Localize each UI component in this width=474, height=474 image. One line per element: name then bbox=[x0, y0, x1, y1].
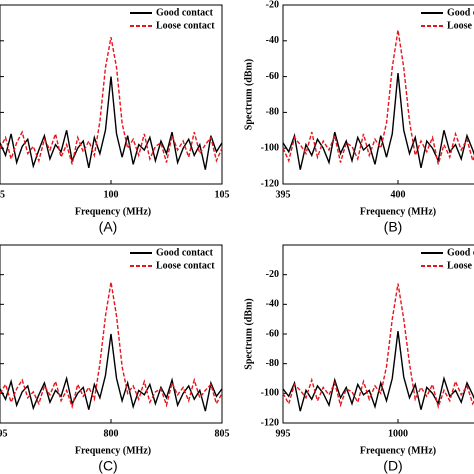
y-tick-label: -60 bbox=[266, 328, 279, 339]
legend-label: Loose contact bbox=[447, 260, 474, 271]
legend-label: Good contact bbox=[156, 247, 214, 258]
spectrum-line bbox=[282, 72, 474, 170]
x-axis-label: Frequency (MHz) bbox=[360, 445, 436, 456]
spectrum-line bbox=[0, 281, 223, 410]
x-axis-label: Frequency (MHz) bbox=[360, 206, 436, 217]
y-tick-label: -40 bbox=[266, 299, 279, 310]
legend-label: Good contact bbox=[447, 7, 474, 18]
legend-label: Good contact bbox=[156, 7, 214, 18]
y-axis-label: Spectrum (dBm) bbox=[243, 59, 254, 130]
legend-label: Loose contact bbox=[156, 20, 215, 31]
plot-frame bbox=[282, 4, 474, 185]
panel-label: (C) bbox=[98, 458, 117, 474]
plot-frame bbox=[0, 4, 223, 185]
panel-label: (D) bbox=[383, 458, 402, 474]
plot-frame bbox=[282, 244, 474, 424]
x-axis-label: Frequency (MHz) bbox=[75, 206, 151, 217]
y-tick-label: -80 bbox=[266, 358, 279, 369]
legend-label: Good contact bbox=[447, 247, 474, 258]
y-tick-label: -20 bbox=[266, 0, 279, 10]
legend-label: Loose contact bbox=[156, 260, 215, 271]
x-tick-label: 395 bbox=[276, 189, 291, 200]
x-axis-label: Frequency (MHz) bbox=[75, 445, 151, 456]
x-tick-label: 795 bbox=[0, 428, 8, 439]
x-tick-label: 1000 bbox=[388, 428, 408, 439]
x-tick-label: 400 bbox=[391, 189, 406, 200]
spectrum-line bbox=[282, 29, 474, 165]
spectrum-line bbox=[282, 283, 474, 410]
x-tick-label: 800 bbox=[104, 428, 119, 439]
y-tick-label: -60 bbox=[266, 71, 279, 82]
y-tick-label: -80 bbox=[266, 107, 279, 118]
panel-label: (A) bbox=[99, 219, 118, 235]
y-tick-label: -20 bbox=[266, 269, 279, 280]
x-tick-label: 805 bbox=[215, 428, 230, 439]
y-tick-label: -120 bbox=[261, 178, 279, 189]
y-tick-label: -100 bbox=[261, 142, 279, 153]
x-tick-label: 95 bbox=[0, 189, 5, 200]
x-tick-label: 105 bbox=[215, 189, 230, 200]
y-tick-label: -40 bbox=[266, 35, 279, 46]
y-axis-label: Spectrum (dBm) bbox=[243, 298, 254, 369]
x-tick-label: 995 bbox=[276, 428, 291, 439]
legend-label: Loose contact bbox=[447, 20, 474, 31]
spectrum-line bbox=[282, 330, 474, 412]
panel-label: (B) bbox=[384, 219, 403, 235]
y-tick-label: -120 bbox=[261, 417, 279, 428]
spectrum-line bbox=[0, 37, 223, 165]
x-tick-label: 100 bbox=[104, 189, 119, 200]
y-tick-label: -100 bbox=[261, 388, 279, 399]
